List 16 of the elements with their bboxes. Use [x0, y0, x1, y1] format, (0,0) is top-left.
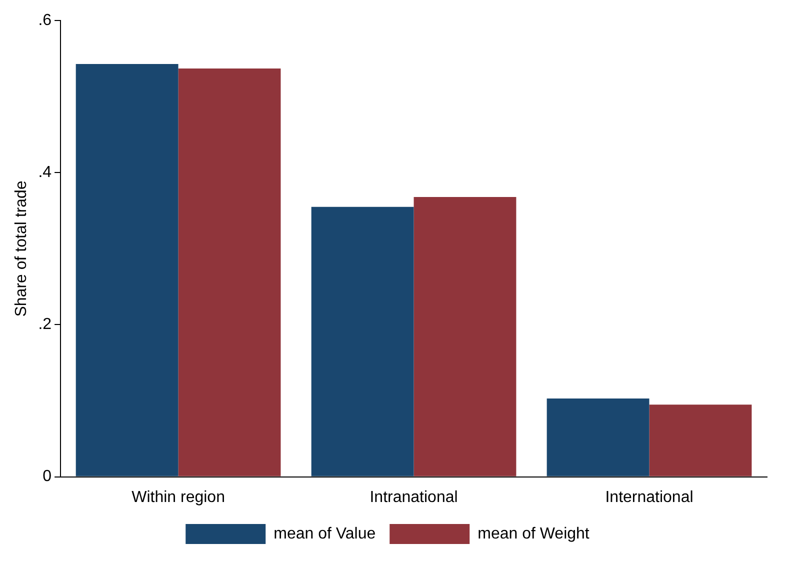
bar	[546, 398, 650, 476]
y-tick-label: .2	[38, 316, 52, 334]
y-tick-label: 0	[42, 468, 52, 486]
x-tick-label: International	[605, 488, 694, 506]
y-tick-label: .4	[38, 164, 52, 182]
legend-label: mean of Weight	[478, 525, 590, 542]
bar	[649, 404, 752, 476]
x-tick-label: Within region	[132, 488, 225, 506]
legend-label: mean of Value	[274, 525, 376, 542]
bar	[76, 64, 178, 476]
x-tick-label: Intranational	[370, 488, 458, 506]
bar	[311, 206, 414, 476]
y-tick-label: .6	[38, 12, 52, 30]
y-axis-title: Share of total trade	[13, 180, 30, 317]
bar	[414, 197, 516, 476]
bar	[178, 68, 281, 476]
